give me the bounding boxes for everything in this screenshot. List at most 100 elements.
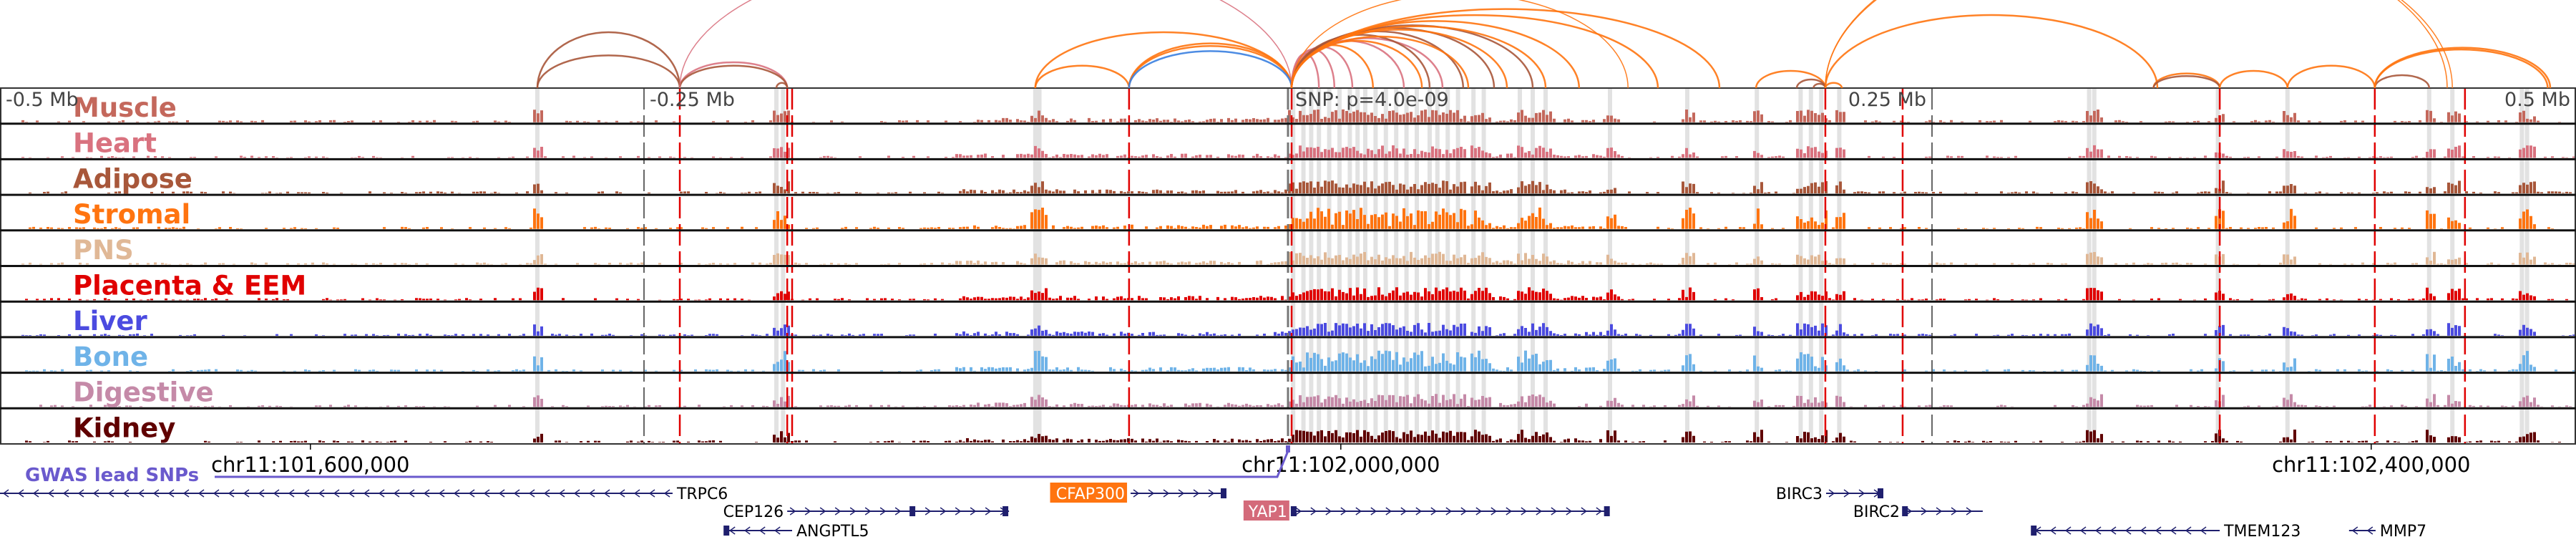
link-arc [1755, 69, 1827, 89]
gene-label: ANGPTL5 [796, 523, 869, 537]
link-arc [1128, 42, 1293, 89]
exon [909, 506, 916, 516]
gene-label-highlight [1243, 500, 1289, 521]
gene-trpc6: TRPC6 [0, 485, 728, 503]
exon [1878, 488, 1883, 498]
gene-cfap300: CFAP300 [1050, 483, 1226, 503]
signal-stromal [29, 207, 2554, 229]
strand-arrow-icon [2, 489, 670, 498]
genomic-axis-label: chr11:102,400,000 [2272, 453, 2470, 477]
exon [1221, 488, 1226, 498]
strand-arrow-icon [728, 526, 781, 535]
signal-heart [21, 145, 2575, 158]
exon [1604, 506, 1610, 516]
track-label: Bone [73, 342, 148, 372]
link-arc [1034, 31, 1293, 89]
genomic-axis-label: chr11:101,600,000 [211, 453, 409, 477]
link-arc [536, 54, 681, 89]
link-arc [1290, 20, 1581, 89]
lead-snp-label: SNP: p=4.0e-09 [1295, 89, 1449, 111]
strand-arrow-icon [789, 507, 1007, 516]
track-labels: Muscle Heart Adipose Stromal PNS Placenta & E… [73, 92, 306, 443]
link-arc [775, 82, 789, 89]
track-label: Heart [73, 128, 157, 159]
link-arc [2373, 48, 2549, 89]
gwas-track: GWAS lead SNPs [25, 445, 1290, 486]
track-label: Digestive [73, 377, 214, 408]
gene-label: MMP7 [2380, 523, 2426, 537]
signal-bone [25, 350, 2575, 372]
gwas-track-label: GWAS lead SNPs [25, 465, 199, 486]
gene-angptl5: ANGPTL5 [723, 523, 869, 537]
signal-placenta-eem [25, 287, 2568, 301]
link-arc [1290, 44, 1375, 89]
signal-tracks [21, 109, 2575, 442]
link-arc [1825, 0, 2448, 89]
track-label: Placenta & EEM [73, 271, 306, 301]
link-arc [678, 64, 789, 89]
gene-label: CEP126 [723, 503, 784, 521]
exon [1902, 506, 1908, 516]
signal-pns [21, 251, 2575, 265]
gene-tmem123: TMEM123 [2031, 523, 2301, 537]
link-arc [2218, 69, 2289, 89]
signal-kidney [25, 430, 2561, 442]
track-label: PNS [73, 235, 134, 266]
gene-label: YAP1 [1248, 503, 1287, 521]
link-arc [1825, 0, 2453, 89]
gene-yap1: YAP1 [1243, 500, 1610, 521]
signal-liver [21, 323, 2575, 336]
gwas-snp-connector [215, 450, 1289, 478]
link-arc [2286, 64, 2376, 89]
gene-mmp7: MMP7 [2348, 523, 2426, 537]
track-label: Adipose [73, 163, 192, 194]
exon [1002, 506, 1009, 516]
gwas-snp-marker [1286, 445, 1290, 453]
relative-axis-label: -0.5 Mb [6, 89, 79, 111]
link-arcs [536, 0, 2552, 89]
track-label: Liver [73, 306, 147, 337]
gene-label: TRPC6 [676, 485, 728, 503]
strand-arrow-icon [1906, 507, 1973, 516]
gene-label: TMEM123 [2223, 523, 2301, 537]
strand-arrow-icon [1295, 507, 1603, 516]
gene-birc3: BIRC3 [1776, 485, 1883, 503]
gene-label: BIRC2 [1853, 503, 1900, 521]
relative-axis-label: -0.25 Mb [650, 89, 735, 111]
strand-arrow-icon [1133, 489, 1215, 498]
link-arc [1824, 82, 1843, 89]
link-arc [2373, 74, 2431, 89]
signal-adipose [29, 180, 2572, 194]
gene-label: CFAP300 [1056, 485, 1125, 503]
genomic-axis-label: chr11:102,000,000 [1241, 453, 1440, 477]
link-arc [1290, 30, 1465, 89]
link-arc [1824, 14, 2159, 89]
link-arc [1034, 64, 1131, 89]
link-arc [678, 61, 789, 89]
gene-label: BIRC3 [1776, 485, 1823, 503]
link-arc [1290, 25, 1547, 89]
link-arc [2152, 74, 2221, 89]
relative-axis-label: 0.5 Mb [2504, 89, 2570, 111]
axis: -0.5 Mb -0.25 Mb 0.25 Mb 0.5 Mb SNP: p=4.0e-… [6, 89, 2570, 477]
link-arc [1290, 39, 1423, 89]
gene-cep126: CEP126 [723, 503, 1010, 521]
relative-axis-label: 0.25 Mb [1848, 89, 1926, 111]
link-arc [1290, 24, 1534, 89]
exon [723, 526, 730, 536]
link-arc [536, 31, 681, 89]
exon [2031, 526, 2037, 536]
link-arc [2373, 47, 2552, 89]
gene-birc2: BIRC2 [1853, 503, 1983, 521]
track-label: Stromal [73, 199, 190, 230]
track-label: Muscle [73, 92, 177, 123]
track-label: Kidney [73, 412, 175, 443]
link-arc [1291, 0, 1629, 89]
strand-arrow-icon [1828, 489, 1880, 498]
exon [1290, 506, 1297, 516]
track-frame [0, 87, 2576, 445]
link-arc [679, 0, 1292, 89]
